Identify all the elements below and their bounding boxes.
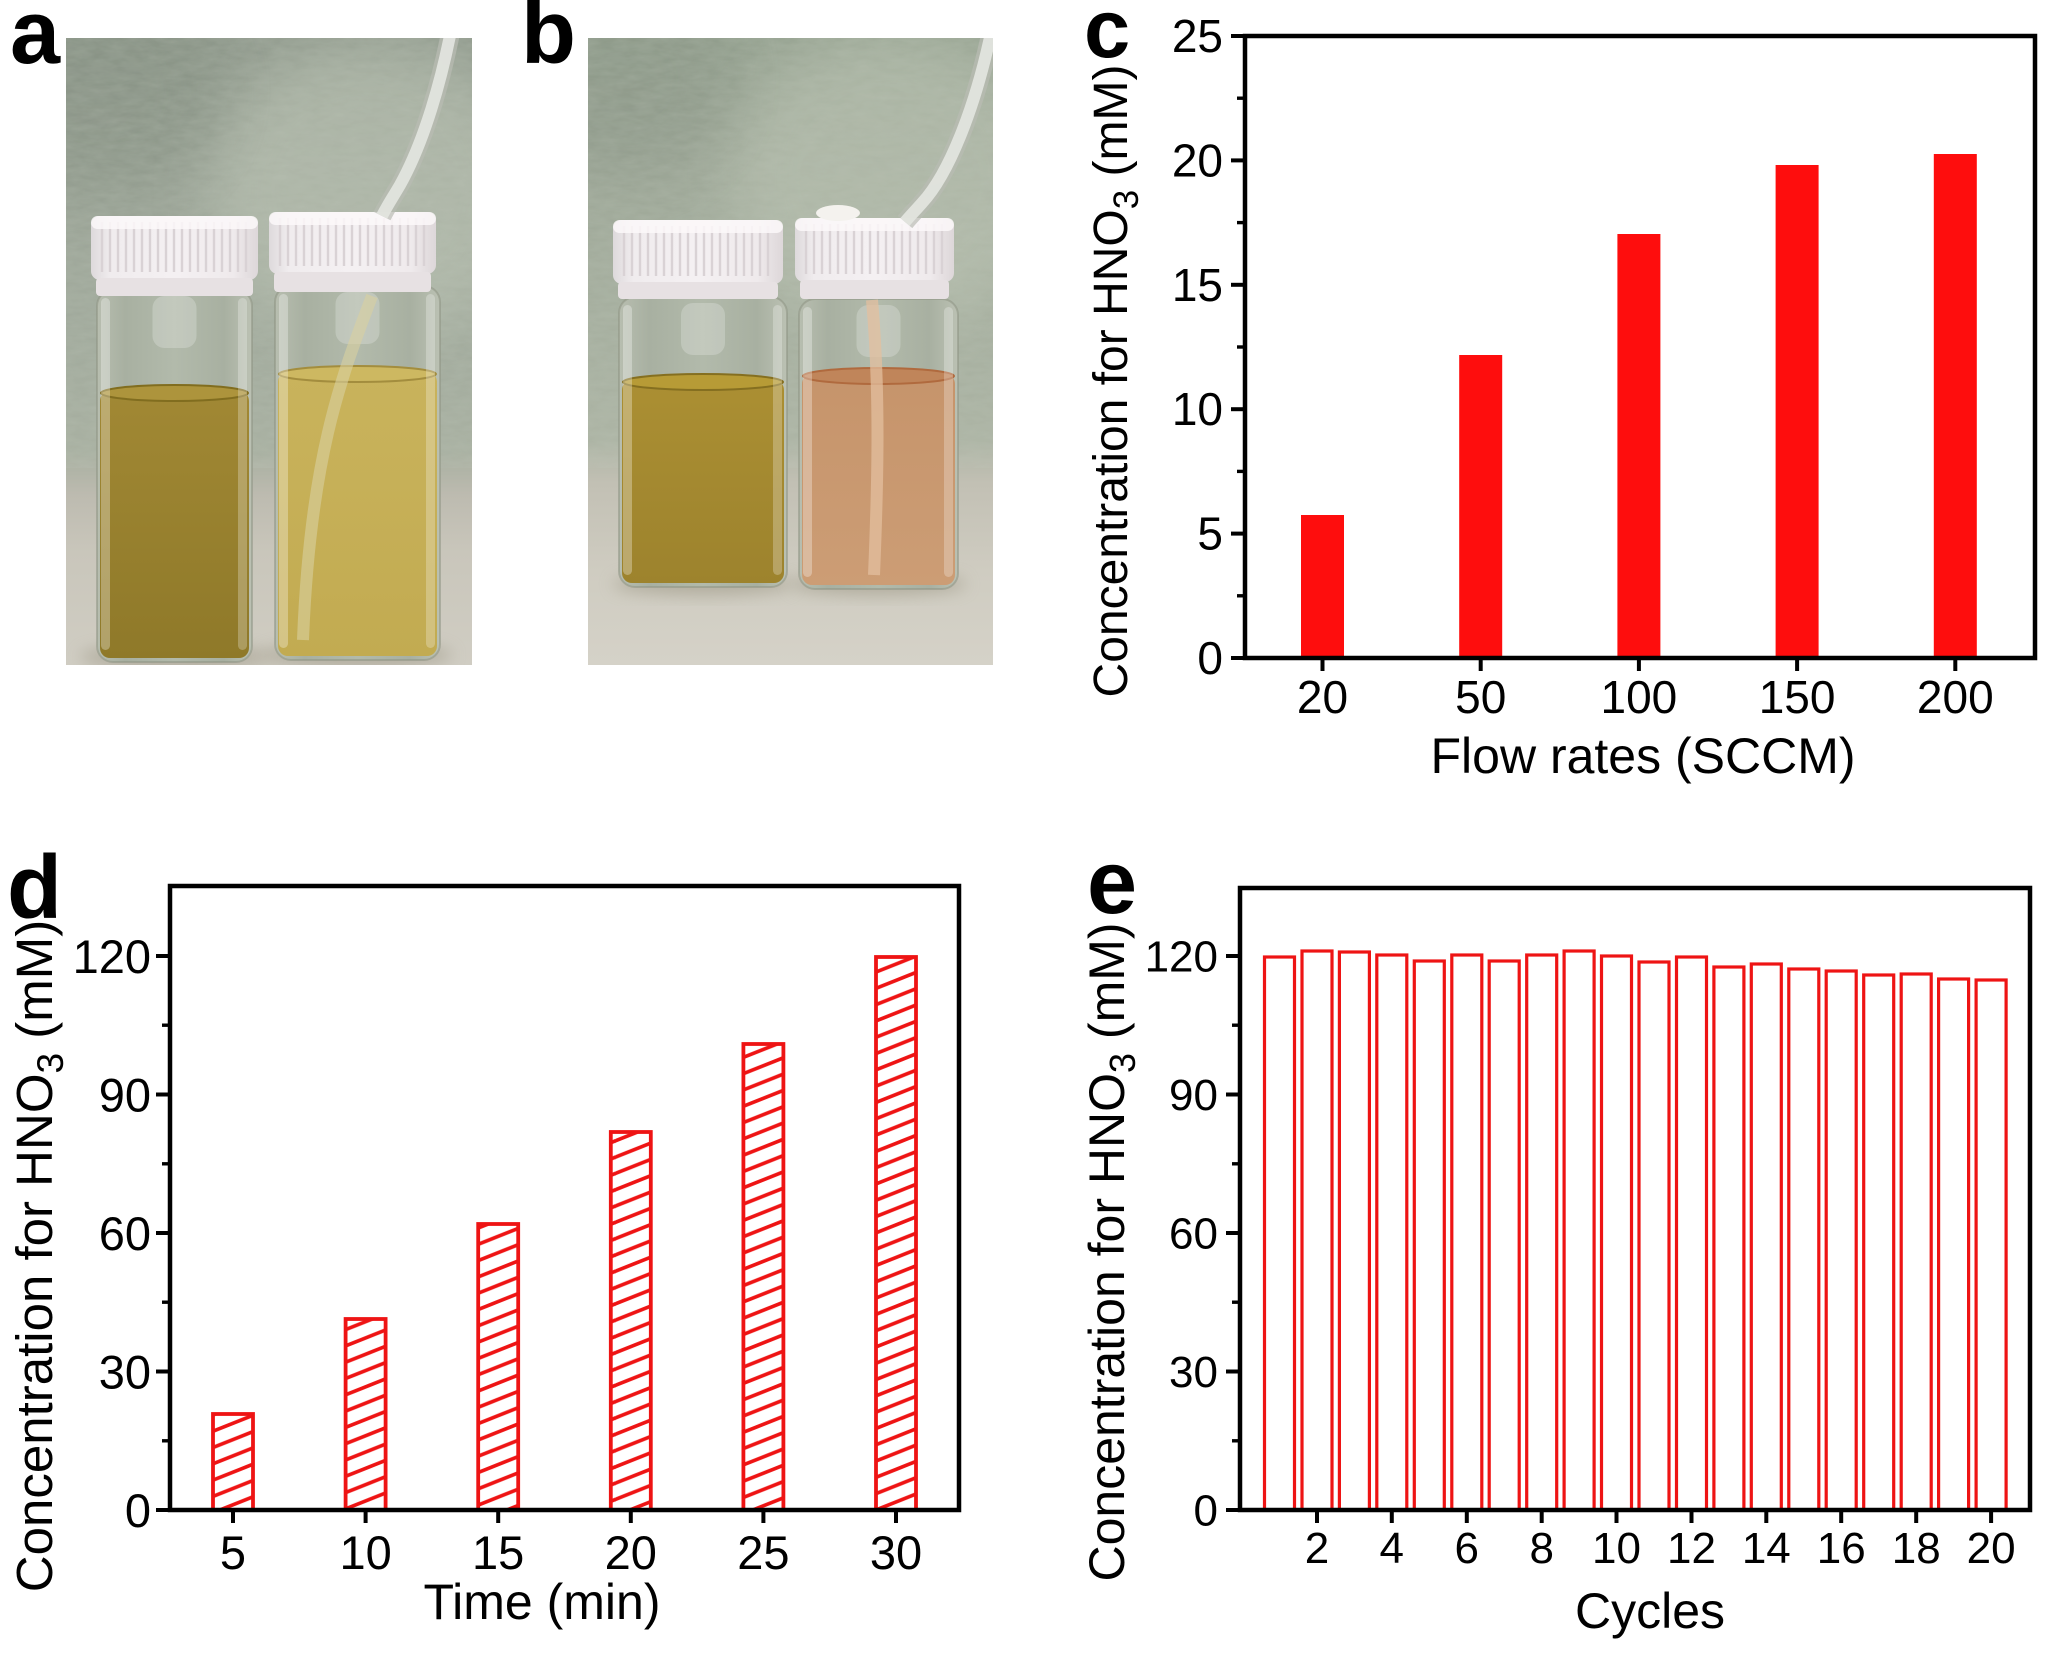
svg-text:12: 12 (1667, 1524, 1716, 1573)
svg-text:4: 4 (1380, 1524, 1404, 1573)
svg-text:0: 0 (1197, 632, 1223, 684)
svg-text:Concentration for HNO3 (mM): Concentration for HNO3 (mM) (6, 920, 71, 1592)
svg-text:20: 20 (1297, 671, 1348, 723)
svg-text:25: 25 (1172, 10, 1223, 62)
svg-text:0: 0 (1194, 1487, 1218, 1536)
svg-text:100: 100 (1601, 671, 1678, 723)
svg-text:60: 60 (99, 1207, 151, 1260)
svg-text:0: 0 (125, 1484, 151, 1537)
svg-text:a: a (10, 0, 61, 83)
svg-text:d: d (7, 838, 62, 938)
svg-text:90: 90 (99, 1069, 151, 1122)
svg-text:5: 5 (220, 1526, 246, 1579)
svg-text:2: 2 (1305, 1524, 1329, 1573)
svg-text:8: 8 (1529, 1524, 1553, 1573)
svg-text:e: e (1087, 833, 1137, 933)
svg-text:c: c (1084, 0, 1130, 75)
svg-text:20: 20 (1172, 134, 1223, 186)
svg-text:200: 200 (1917, 671, 1994, 723)
svg-text:18: 18 (1892, 1524, 1941, 1573)
svg-text:120: 120 (1145, 933, 1218, 982)
svg-text:Concentration for HNO3 (mM): Concentration for HNO3 (mM) (1079, 922, 1143, 1581)
svg-text:Flow rates (SCCM): Flow rates (SCCM) (1430, 728, 1855, 784)
svg-text:30: 30 (1169, 1348, 1218, 1397)
svg-text:30: 30 (870, 1526, 922, 1579)
svg-text:14: 14 (1742, 1524, 1791, 1573)
svg-text:10: 10 (1592, 1524, 1641, 1573)
svg-text:16: 16 (1817, 1524, 1866, 1573)
svg-text:30: 30 (99, 1346, 151, 1399)
svg-text:20: 20 (1967, 1524, 2016, 1573)
svg-text:15: 15 (472, 1526, 524, 1579)
svg-text:120: 120 (73, 930, 151, 983)
svg-text:20: 20 (605, 1526, 657, 1579)
svg-text:60: 60 (1169, 1210, 1218, 1259)
svg-text:Time (min): Time (min) (423, 1574, 660, 1630)
svg-text:10: 10 (339, 1526, 391, 1579)
svg-text:Concentration for HNO3 (mM): Concentration for HNO3 (mM) (1085, 65, 1146, 698)
svg-text:Cycles: Cycles (1575, 1583, 1725, 1639)
svg-text:10: 10 (1172, 383, 1223, 435)
svg-text:6: 6 (1455, 1524, 1479, 1573)
svg-text:150: 150 (1759, 671, 1836, 723)
svg-text:50: 50 (1455, 671, 1506, 723)
svg-text:90: 90 (1169, 1071, 1218, 1120)
svg-text:b: b (521, 0, 576, 83)
svg-text:5: 5 (1197, 508, 1223, 560)
svg-text:25: 25 (737, 1526, 789, 1579)
svg-text:15: 15 (1172, 259, 1223, 311)
